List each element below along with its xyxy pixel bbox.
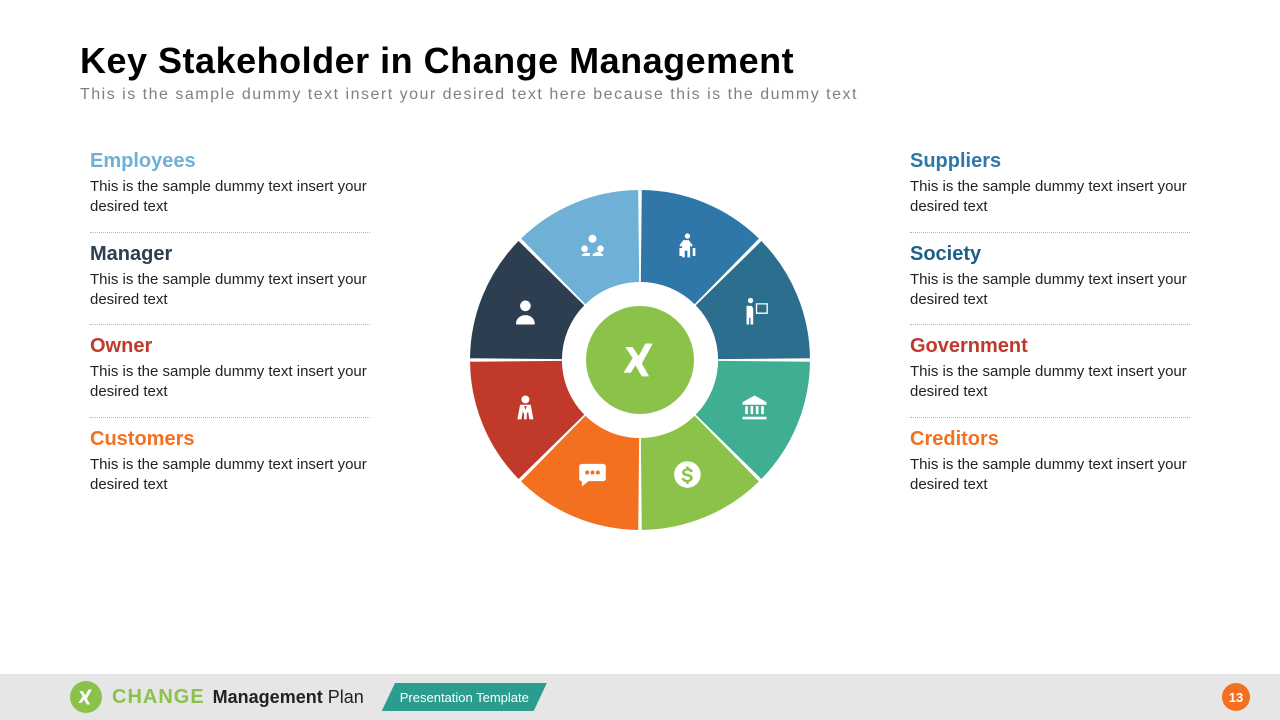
ribbon-badge: Presentation Template [382, 683, 547, 711]
item-title: Government [910, 335, 1190, 358]
item-title: Society [910, 243, 1190, 266]
item-body: This is the sample dummy text insert you… [90, 270, 370, 311]
item-body: This is the sample dummy text insert you… [910, 362, 1190, 403]
page-number: 13 [1222, 683, 1250, 711]
item-title: Owner [90, 335, 370, 358]
item-body: This is the sample dummy text insert you… [90, 362, 370, 403]
right-column: Suppliers This is the sample dummy text i… [910, 140, 1190, 509]
stakeholder-wheel [460, 180, 820, 540]
page-title: Key Stakeholder in Change Management [80, 40, 794, 82]
brand-mp-bold: Management [213, 687, 323, 707]
item-body: This is the sample dummy text insert you… [910, 177, 1190, 218]
item-title: Employees [90, 150, 370, 173]
item-title: Customers [90, 428, 370, 451]
item-title: Suppliers [910, 150, 1190, 173]
list-item: Manager This is the sample dummy text ins… [90, 233, 370, 326]
list-item: Customers This is the sample dummy text i… [90, 418, 370, 510]
slide: Key Stakeholder in Change Management Thi… [0, 0, 1280, 720]
ribbon-label: Presentation Template [400, 690, 529, 705]
item-body: This is the sample dummy text insert you… [90, 177, 370, 218]
brand-management-plan: Management Plan [213, 687, 364, 708]
list-item: Creditors This is the sample dummy text i… [910, 418, 1190, 510]
left-column: Employees This is the sample dummy text i… [90, 140, 370, 509]
item-body: This is the sample dummy text insert you… [910, 270, 1190, 311]
footer: CHANGE Management Plan Presentation Temp… [0, 674, 1280, 720]
brand-change: CHANGE [112, 686, 205, 709]
list-item: Suppliers This is the sample dummy text i… [910, 140, 1190, 233]
list-item: Society This is the sample dummy text ins… [910, 233, 1190, 326]
list-item: Owner This is the sample dummy text inser… [90, 325, 370, 418]
item-title: Manager [90, 243, 370, 266]
brand-logo-icon [70, 681, 102, 713]
item-body: This is the sample dummy text insert you… [90, 455, 370, 496]
list-item: Government This is the sample dummy text … [910, 325, 1190, 418]
list-item: Employees This is the sample dummy text i… [90, 140, 370, 233]
item-body: This is the sample dummy text insert you… [910, 455, 1190, 496]
brand-mp-light: Plan [328, 687, 364, 707]
page-subtitle: This is the sample dummy text insert you… [80, 86, 858, 104]
item-title: Creditors [910, 428, 1190, 451]
